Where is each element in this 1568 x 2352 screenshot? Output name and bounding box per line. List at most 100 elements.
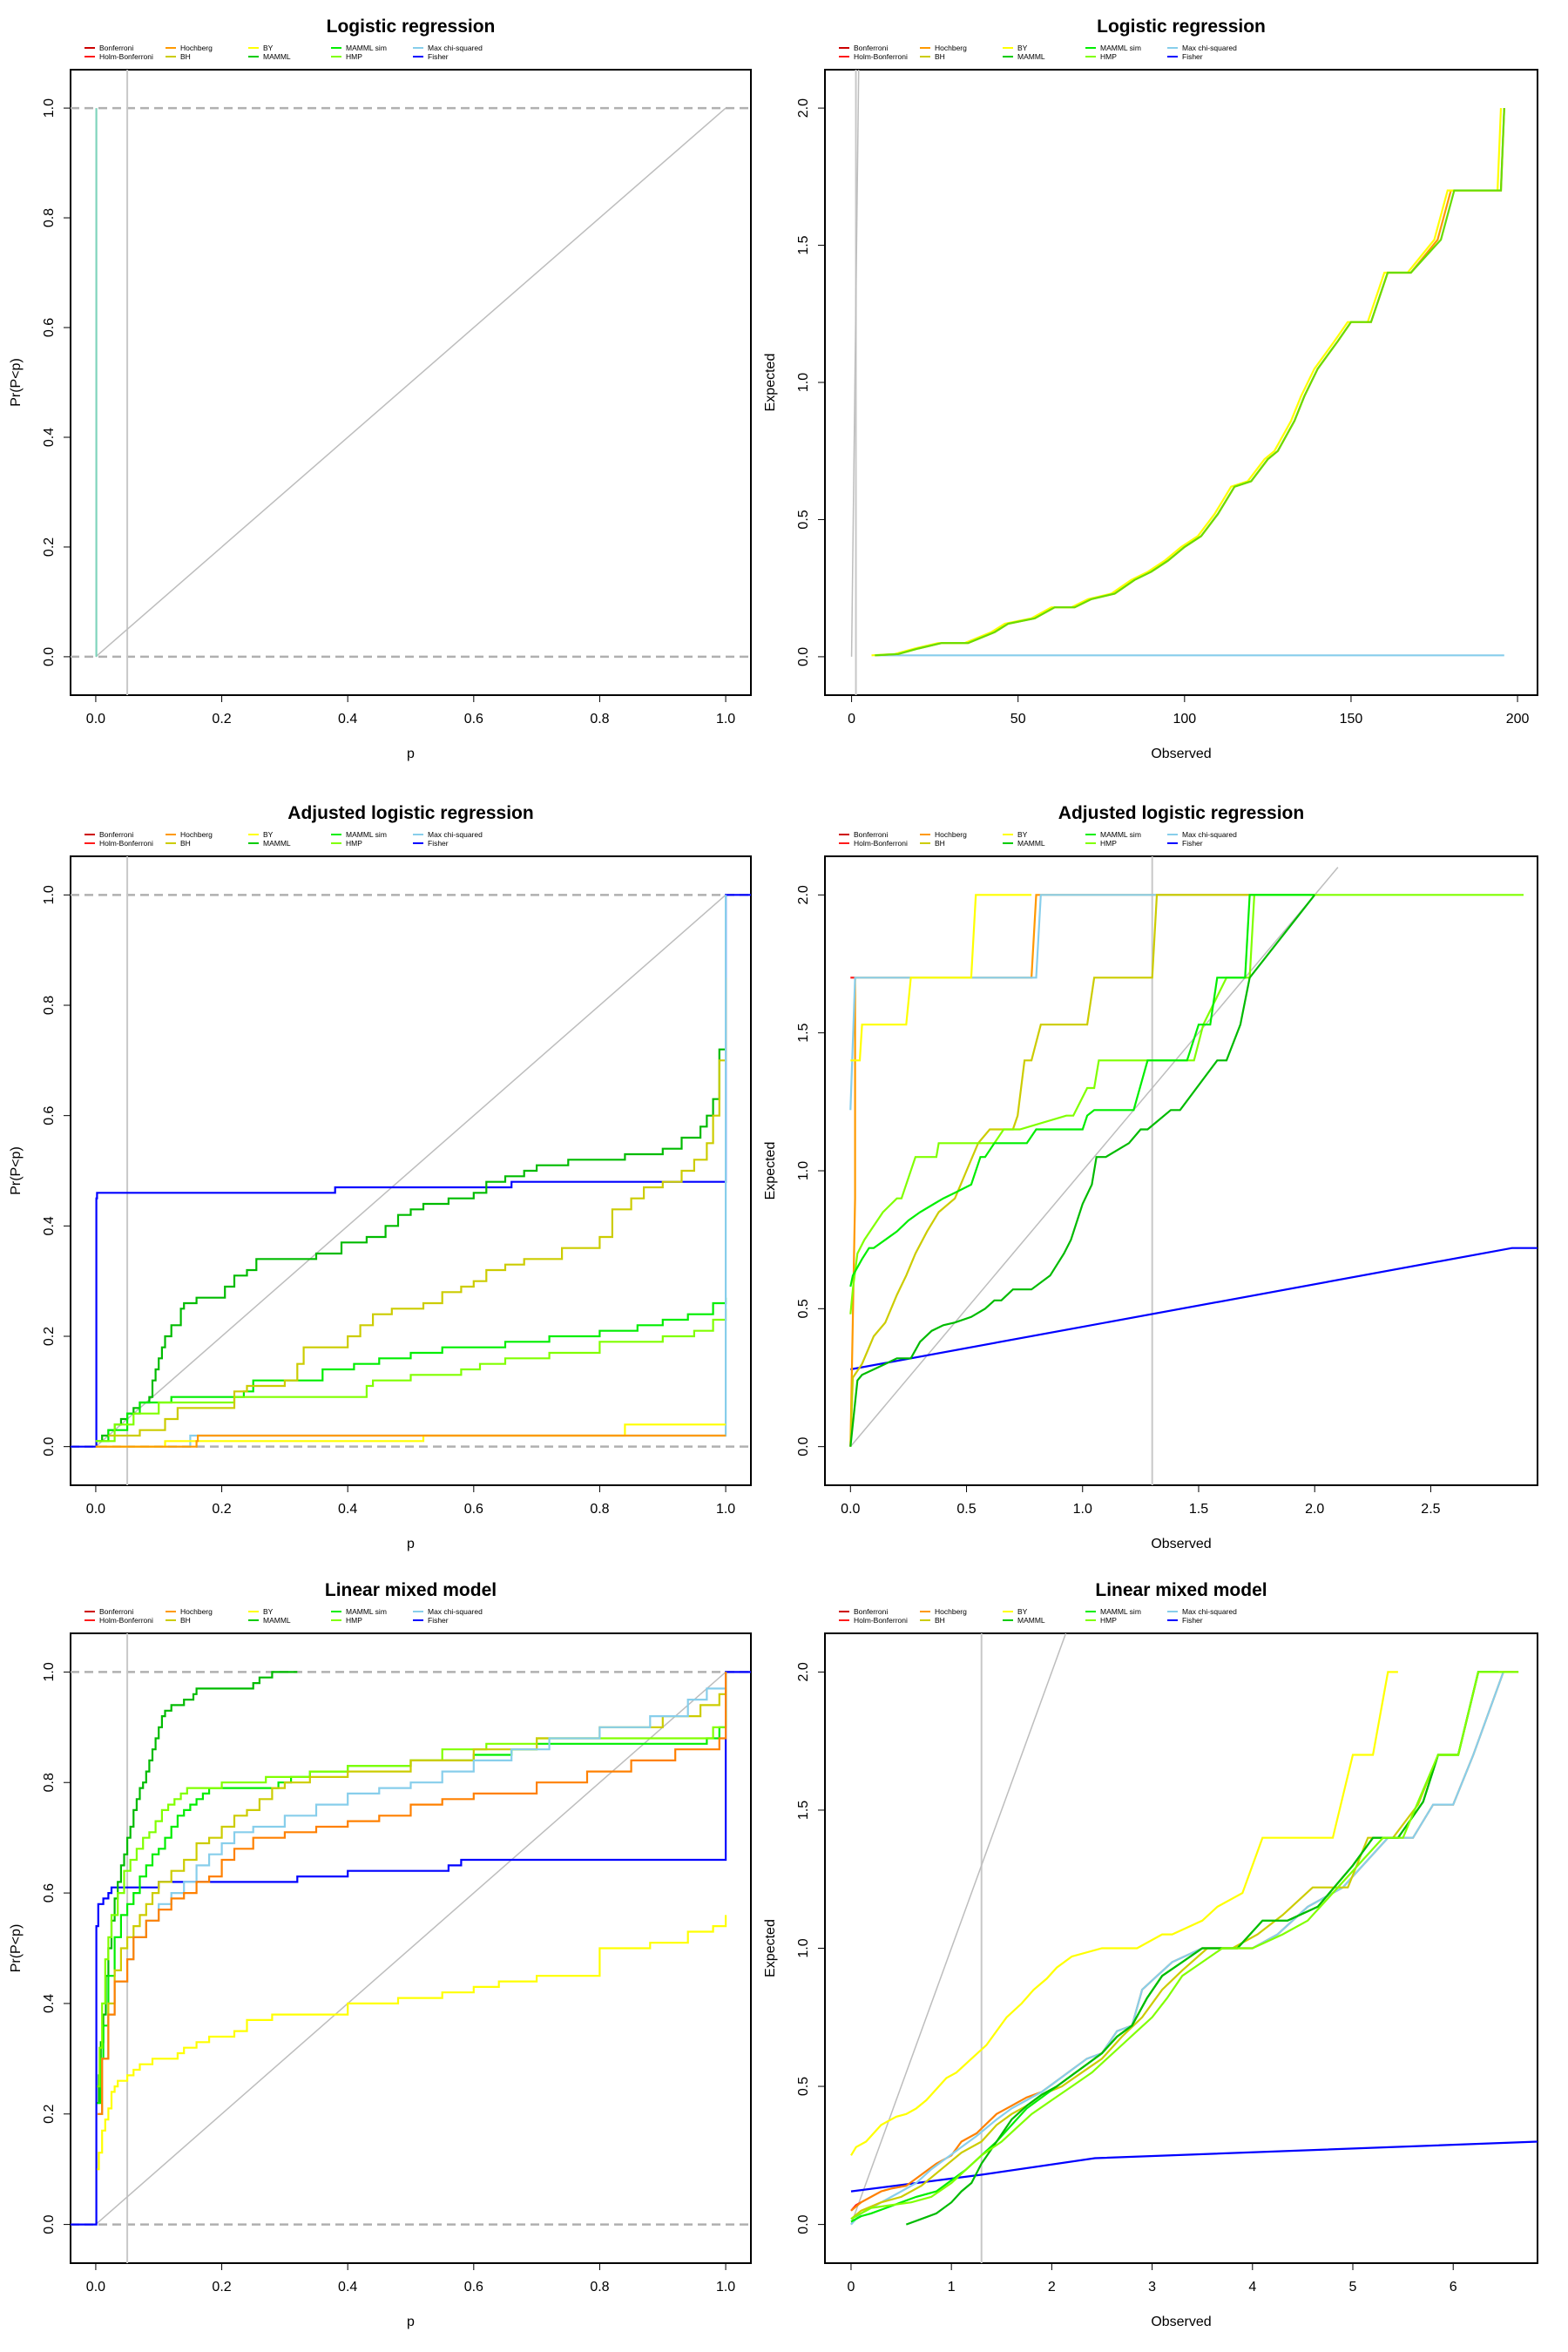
- x-tick-label: 0.8: [590, 1502, 609, 1517]
- y-axis: 0.0 0.5 1.0 1.5 2.0 Expected: [763, 885, 825, 1456]
- legend-item-by: BY: [1003, 1607, 1028, 1616]
- x-tick-label: 0.0: [841, 1502, 860, 1517]
- x-tick-label: 4: [1248, 2280, 1256, 2295]
- legend-label: BH: [935, 839, 945, 848]
- y-tick-label: 0.0: [796, 2214, 811, 2234]
- series-mamml-sim: [98, 1672, 727, 2105]
- x-axis-label: Observed: [1151, 747, 1211, 761]
- x-tick-label: 1: [948, 2280, 956, 2295]
- legend: BonferroniHolm-BonferroniHochbergBHBYMAM…: [839, 830, 1237, 848]
- legend-label: Max chi-squared: [428, 1607, 483, 1616]
- legend-label: Bonferroni: [99, 830, 133, 839]
- y-tick-label: 0.6: [42, 318, 57, 337]
- x-tick-label: 1.0: [716, 1502, 735, 1517]
- identity-diagonal: [95, 894, 727, 1448]
- y-tick-label: 0.6: [42, 1105, 57, 1125]
- legend-item-by: BY: [1003, 44, 1028, 52]
- y-tick-label: 1.5: [796, 1023, 811, 1042]
- legend-item-bonferroni: Bonferroni: [839, 830, 888, 839]
- legend-item-mamml-sim: MAMML sim: [1085, 830, 1141, 839]
- legend-item-bonferroni: Bonferroni: [839, 1607, 888, 1616]
- legend-label: MAMML sim: [1100, 44, 1141, 52]
- x-tick-label: 0: [848, 712, 855, 727]
- y-tick-label: 0.8: [42, 996, 57, 1015]
- y-tick-label: 1.0: [42, 98, 57, 118]
- legend-item-hmp: HMP: [331, 1616, 362, 1625]
- legend-item-hochberg: Hochberg: [166, 1607, 213, 1616]
- legend-label: Bonferroni: [99, 1607, 133, 1616]
- x-axis: 0.0 0.2 0.4 0.6 0.8 1.0 p: [86, 1485, 735, 1551]
- y-tick-label: 0.0: [796, 1436, 811, 1456]
- x-tick-label: 0.0: [86, 712, 105, 727]
- y-tick-label: 0.5: [796, 2077, 811, 2096]
- legend-item-by: BY: [248, 44, 274, 52]
- series-fisher: [850, 1247, 1538, 1371]
- y-tick-label: 0.4: [42, 1216, 57, 1235]
- y-tick-label: 0.4: [42, 1994, 57, 2013]
- series-hochberg: [98, 1672, 727, 2115]
- legend-item-mamml: MAMML: [1003, 52, 1045, 61]
- y-axis-label: Pr(P<p): [9, 1924, 24, 1973]
- x-tick-label: 0.4: [338, 712, 357, 727]
- y-tick-label: 0.5: [796, 510, 811, 529]
- series-max-chi-squared: [849, 894, 1310, 1111]
- legend-label: BY: [1017, 830, 1028, 839]
- legend-item-fisher: Fisher: [1167, 52, 1203, 61]
- plot-area: [71, 70, 751, 695]
- x-tick-label: 200: [1506, 712, 1530, 727]
- y-axis-label: Expected: [763, 1919, 778, 1977]
- legend-label: Bonferroni: [99, 44, 133, 52]
- legend-item-max-chi-squared: Max chi-squared: [413, 830, 483, 839]
- legend-label: BH: [180, 52, 191, 61]
- y-tick-label: 1.0: [42, 1662, 57, 1681]
- x-axis: 0.0 0.2 0.4 0.6 0.8 1.0 p: [86, 2263, 735, 2329]
- legend-item-max-chi-squared: Max chi-squared: [413, 1607, 483, 1616]
- legend: BonferroniHolm-BonferroniHochbergBHBYMAM…: [839, 44, 1237, 61]
- series-bh: [849, 894, 1315, 1447]
- legend-item-holm-bonferroni: Holm-Bonferroni: [84, 839, 153, 848]
- legend-label: HMP: [346, 1616, 362, 1625]
- legend-label: MAMML: [263, 1616, 291, 1625]
- chart-title: Adjusted logistic regression: [1058, 803, 1304, 823]
- identity-diagonal: [95, 1671, 727, 2226]
- y-axis: 0.0 0.5 1.0 1.5 2.0 Expected: [763, 1662, 825, 2234]
- legend-item-bh: BH: [166, 52, 191, 61]
- legend-item-bonferroni: Bonferroni: [839, 44, 888, 52]
- legend-item-mamml-sim: MAMML sim: [1085, 44, 1141, 52]
- legend-label: Hochberg: [935, 1607, 967, 1616]
- legend-item-mamml: MAMML: [1003, 1616, 1045, 1625]
- chart-title: Linear mixed model: [325, 1580, 497, 1600]
- legend-label: Hochberg: [180, 44, 213, 52]
- legend-item-hochberg: Hochberg: [166, 44, 213, 52]
- legend-label: BY: [1017, 44, 1028, 52]
- chart-title: Adjusted logistic regression: [287, 803, 533, 823]
- legend-label: Holm-Bonferroni: [99, 1616, 153, 1625]
- series-by: [850, 894, 1032, 1062]
- legend-item-max-chi-squared: Max chi-squared: [1167, 830, 1237, 839]
- identity-diagonal: [849, 867, 1339, 1448]
- legend-item-fisher: Fisher: [413, 52, 449, 61]
- legend-label: BY: [263, 1607, 274, 1616]
- x-tick-label: 1.5: [1189, 1502, 1208, 1517]
- legend-item-hmp: HMP: [1085, 52, 1117, 61]
- x-tick-label: 0.5: [956, 1502, 976, 1517]
- x-tick-label: 1.0: [716, 712, 735, 727]
- legend-item-fisher: Fisher: [413, 839, 449, 848]
- legend: BonferroniHolm-BonferroniHochbergBHBYMAM…: [84, 44, 483, 61]
- legend-label: HMP: [1100, 839, 1117, 848]
- legend-label: BY: [263, 830, 274, 839]
- x-tick-label: 0.2: [212, 1502, 231, 1517]
- legend-label: MAMML sim: [346, 1607, 387, 1616]
- x-tick-label: 0.6: [464, 2280, 483, 2295]
- x-tick-label: 2.0: [1305, 1502, 1324, 1517]
- series-hmp: [97, 1710, 727, 2088]
- legend-label: Holm-Bonferroni: [854, 52, 908, 61]
- legend-label: Max chi-squared: [1182, 44, 1237, 52]
- x-tick-label: 100: [1173, 712, 1196, 727]
- x-axis-label: p: [407, 747, 415, 761]
- series-by: [95, 1423, 727, 1448]
- x-tick-label: 0.6: [464, 1502, 483, 1517]
- legend-item-holm-bonferroni: Holm-Bonferroni: [84, 1616, 153, 1625]
- y-tick-label: 0.4: [42, 428, 57, 447]
- x-tick-label: 0.4: [338, 1502, 357, 1517]
